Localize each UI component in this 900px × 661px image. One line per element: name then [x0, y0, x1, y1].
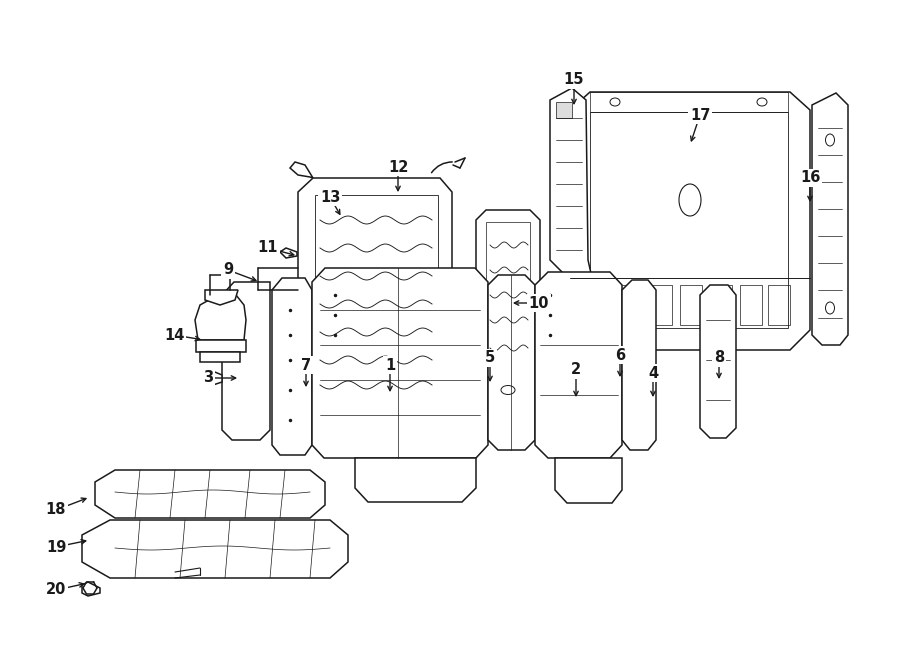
- Polygon shape: [82, 520, 348, 578]
- Text: 6: 6: [615, 348, 626, 362]
- Polygon shape: [622, 280, 656, 450]
- Polygon shape: [556, 102, 572, 118]
- Text: 1: 1: [385, 358, 395, 373]
- Polygon shape: [535, 272, 622, 458]
- Polygon shape: [200, 352, 240, 362]
- Polygon shape: [95, 470, 325, 518]
- Polygon shape: [82, 582, 100, 596]
- Text: 8: 8: [714, 350, 724, 366]
- Text: 14: 14: [164, 327, 184, 342]
- Text: 10: 10: [529, 295, 549, 311]
- Polygon shape: [272, 278, 312, 455]
- Polygon shape: [312, 268, 488, 458]
- Text: 13: 13: [320, 190, 340, 204]
- Polygon shape: [298, 178, 452, 410]
- Text: 17: 17: [689, 108, 710, 122]
- Text: 12: 12: [388, 159, 409, 175]
- Polygon shape: [488, 275, 535, 450]
- Text: 2: 2: [571, 362, 581, 377]
- Text: 19: 19: [46, 539, 67, 555]
- Polygon shape: [700, 285, 736, 438]
- Polygon shape: [205, 290, 238, 305]
- Text: 18: 18: [46, 502, 67, 518]
- Text: 20: 20: [46, 582, 67, 598]
- Text: 4: 4: [648, 366, 658, 381]
- Polygon shape: [280, 248, 297, 258]
- Text: 5: 5: [485, 350, 495, 366]
- Polygon shape: [208, 370, 222, 386]
- Polygon shape: [476, 210, 540, 380]
- Polygon shape: [290, 162, 313, 178]
- Text: 11: 11: [257, 241, 278, 256]
- Text: 15: 15: [563, 73, 584, 87]
- Polygon shape: [555, 458, 622, 503]
- Polygon shape: [195, 295, 246, 340]
- Text: 9: 9: [223, 262, 233, 278]
- Text: 7: 7: [301, 358, 311, 373]
- Text: 16: 16: [800, 171, 820, 186]
- Polygon shape: [550, 88, 592, 278]
- Polygon shape: [355, 458, 476, 502]
- Text: 3: 3: [202, 371, 213, 385]
- Polygon shape: [222, 282, 270, 440]
- Polygon shape: [196, 340, 246, 352]
- Polygon shape: [812, 93, 848, 345]
- Polygon shape: [570, 92, 810, 350]
